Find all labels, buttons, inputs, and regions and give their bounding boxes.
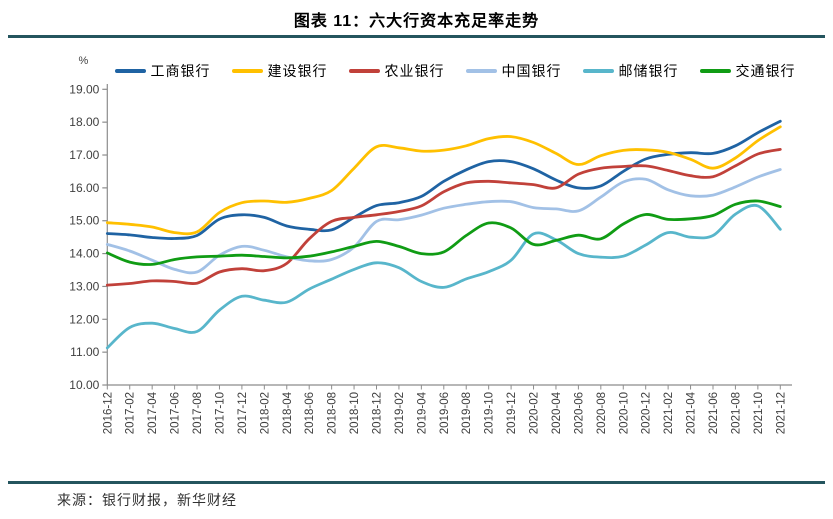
bottom-divider	[8, 481, 825, 484]
y-tick-label: 19.00	[69, 82, 99, 96]
legend-label: 邮储银行	[618, 63, 679, 79]
x-tick-label: 2019-04	[416, 391, 428, 434]
legend-swatch	[465, 69, 497, 73]
y-tick-label: 12.00	[69, 312, 99, 326]
x-tick-label: 2020-02	[529, 392, 541, 434]
y-tick-label: 18.00	[69, 115, 99, 129]
series-line-工商银行	[105, 119, 782, 240]
legend-item: 建设银行	[231, 61, 328, 81]
x-tick-label: 2021-10	[753, 392, 765, 434]
legend-label: 农业银行	[384, 63, 445, 79]
x-tick-label: 2017-02	[125, 392, 137, 434]
legend-item: 邮储银行	[582, 61, 679, 81]
legend-item: 工商银行	[114, 61, 211, 81]
x-tick-label: 2017-10	[214, 392, 226, 434]
legend-item: 交通银行	[699, 61, 796, 81]
legend-item: 农业银行	[348, 61, 445, 81]
x-tick-label: 2017-08	[192, 392, 204, 434]
legend-label: 交通银行	[735, 63, 796, 79]
top-divider	[8, 35, 825, 38]
x-tick-label: 2020-10	[618, 392, 630, 434]
legend-swatch	[699, 69, 731, 73]
x-tick-label: 2017-12	[237, 392, 249, 434]
series-line-邮储银行	[105, 203, 782, 350]
x-tick-label: 2021-12	[775, 392, 787, 434]
chart-legend: 工商银行 建设银行 农业银行 中国银行 邮储银行 交通银行	[107, 61, 803, 81]
x-tick-label: 2021-06	[708, 392, 720, 434]
y-axis-unit-label: %	[79, 55, 89, 67]
x-tick-label: 2018-10	[349, 392, 361, 434]
source-note: 来源：银行财报，新华财经	[57, 494, 237, 509]
series-line-建设银行	[105, 125, 782, 236]
y-tick-label: 11.00	[70, 345, 99, 359]
legend-label: 工商银行	[150, 63, 211, 79]
series-line-交通银行	[105, 199, 782, 266]
x-tick-label: 2020-08	[596, 392, 608, 434]
x-tick-label: 2021-04	[686, 391, 698, 434]
legend-swatch	[582, 69, 614, 73]
x-tick-label: 2020-06	[573, 392, 585, 434]
x-tick-label: 2018-02	[259, 392, 271, 434]
legend-swatch	[114, 69, 146, 73]
x-tick-label: 2019-06	[439, 392, 451, 434]
x-tick-label: 2018-04	[282, 391, 294, 434]
legend-swatch	[231, 69, 263, 73]
x-tick-label: 2019-02	[394, 392, 406, 434]
x-tick-label: 2019-08	[461, 392, 473, 434]
y-tick-label: 13.00	[69, 279, 99, 293]
y-tick-label: 17.00	[69, 148, 99, 162]
y-tick-label: 10.00	[69, 378, 99, 392]
y-tick-label: 15.00	[69, 214, 99, 228]
legend-item: 中国银行	[465, 61, 562, 81]
x-tick-label: 2019-10	[484, 392, 496, 434]
x-tick-label: 2021-02	[663, 392, 675, 434]
legend-swatch	[348, 69, 380, 73]
legend-label: 建设银行	[267, 63, 328, 79]
series-line-农业银行	[105, 148, 782, 287]
x-tick-label: 2016-12	[102, 392, 114, 434]
x-tick-label: 2020-12	[641, 392, 653, 434]
x-tick-label: 2017-04	[147, 391, 159, 434]
legend-label: 中国银行	[501, 63, 562, 79]
x-tick-label: 2020-04	[551, 391, 563, 434]
x-tick-label: 2018-12	[371, 392, 383, 434]
x-tick-label: 2019-12	[506, 392, 518, 434]
x-tick-label: 2018-08	[327, 392, 339, 434]
x-tick-label: 2018-06	[304, 392, 316, 434]
y-tick-label: 14.00	[69, 247, 99, 261]
chart-title: 图表 11：六大行资本充足率走势	[293, 13, 540, 30]
x-tick-label: 2021-08	[730, 392, 742, 434]
y-tick-label: 16.00	[69, 181, 99, 195]
x-tick-label: 2017-06	[170, 392, 182, 434]
